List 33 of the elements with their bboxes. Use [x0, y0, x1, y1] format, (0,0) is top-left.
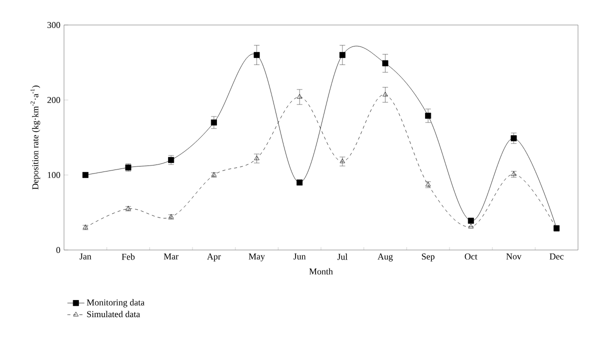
x-axis-title: Month [309, 268, 333, 275]
y-tick-label: 300 [47, 22, 60, 28]
point [468, 218, 474, 224]
x-tick-label: Oct [464, 254, 478, 260]
y-tick-label: 0 [56, 246, 60, 254]
point [510, 135, 517, 142]
x-tick-label: Jan [80, 254, 92, 260]
y-tick-label: 200 [47, 96, 60, 104]
point [468, 224, 474, 228]
point [382, 92, 388, 96]
point [425, 112, 432, 119]
x-tick-label: Jun [294, 254, 306, 260]
x-tick-label: Feb [122, 254, 135, 260]
x-tick-label: Aug [378, 254, 393, 262]
point [210, 120, 217, 126]
x-tick-label: Jul [337, 254, 348, 260]
x-tick-label: Nov [506, 254, 522, 260]
point [339, 52, 346, 58]
point [340, 158, 346, 164]
x-tick-label: Mar [164, 254, 178, 260]
legend-label: Simulated data [87, 310, 140, 318]
x-tick-label: Sep [422, 254, 434, 262]
point [254, 156, 260, 160]
point [296, 94, 302, 99]
x-tick-label: Dec [550, 254, 564, 260]
x-tick-label: May [248, 254, 265, 262]
legend-label: Monitoring data [86, 299, 144, 308]
point [168, 157, 174, 163]
point [382, 60, 388, 66]
x-tick-label: Apr [207, 254, 221, 262]
y-axis-title: Deposition rate (kg·km$^{-2}$·a$^{-1}$) [30, 86, 40, 190]
point [254, 52, 260, 58]
y-tick-label: 100 [48, 172, 60, 178]
